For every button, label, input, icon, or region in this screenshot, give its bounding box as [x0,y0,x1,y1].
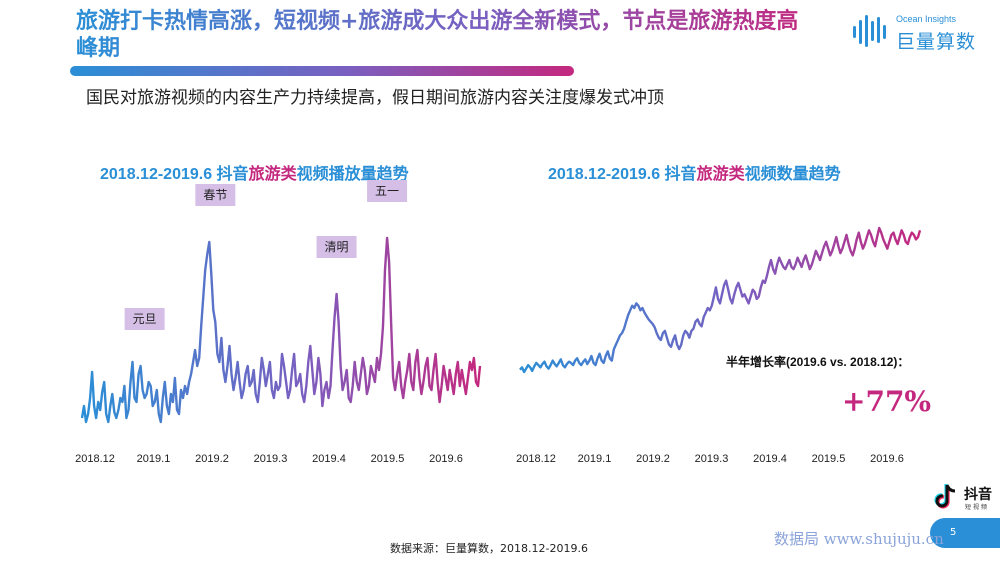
growth-rate-value: +77% [842,385,932,418]
svg-text:春节: 春节 [203,188,227,202]
title-underline-bar [70,66,574,76]
chart2-x-tick-label: 2019.5 [812,453,846,465]
growth-rate-label: 半年增长率(2019.6 vs. 2018.12)： [726,355,910,369]
watermark: 数据局 www.shujuju.cn [774,530,944,548]
chart1-series-line [80,236,482,424]
chart2-series-line [519,226,922,374]
svg-text:五一: 五一 [375,184,399,198]
chart1-annotation: 清明 [316,236,357,258]
chart1-annotation: 五一 [367,180,408,202]
chart2-title-prefix: 2018.12-2019.6 抖音 [548,166,697,183]
data-source-note: 数据来源：巨量算数，2018.12-2019.6 [390,542,588,555]
chart1-x-tick-label: 2019.6 [429,453,463,465]
douyin-subtext: 短视频 [965,504,990,511]
svg-text:清明: 清明 [325,240,349,254]
chart1-title-highlight: 旅游类 [248,166,297,183]
douyin-note-icon [934,484,956,509]
ocean-insights-logo: Ocean Insights 巨量算数 [852,12,992,53]
chart2-x-tick-label: 2019.1 [578,453,612,465]
chart1-x-tick-label: 2019.3 [254,453,288,465]
chart1-annotation: 元旦 [124,308,165,330]
chart1-x-tick-label: 2019.1 [137,453,171,465]
video-count-trend-chart: 2018.12 2019.1 2019.2 2019.3 2019.4 2019.5 201… [516,226,922,465]
chart2-title-suffix: 视频数量趋势 [744,166,841,183]
chart2-title-highlight: 旅游类 [696,166,745,183]
page-number: 5 [950,527,957,538]
slide-subtitle: 国民对旅游视频的内容生产力持续提高，假日期间旅游内容关注度爆发式冲顶 [86,88,664,108]
svg-text:元旦: 元旦 [133,312,157,326]
douyin-text: 抖音 [964,487,992,503]
chart2-title: 2018.12-2019.6 抖音旅游类视频数量趋势 [548,160,841,184]
plays-trend-chart: 2018.12 2019.1 2019.2 2019.3 2019.4 2019.5 201… [75,180,482,465]
ocean-insights-logo-icon [853,15,886,47]
chart2-x-tick-label: 2019.4 [753,453,787,465]
chart1-annotation: 春节 [195,184,236,206]
chart2-x-tick-label: 2019.6 [870,453,904,465]
page-badge [930,518,1000,548]
logo-text-cn: 巨量算数 [896,31,977,53]
slide-title: 旅游打卡热情高涨，短视频+旅游成大众出游全新模式，节点是旅游热度高峰期 [76,8,816,62]
chart1-x-tick-label: 2019.4 [312,453,346,465]
logo-text-en: Ocean Insights [896,14,957,24]
douyin-logo: 抖音 短视频 [932,482,996,512]
chart1-title-prefix: 2018.12-2019.6 抖音 [100,166,249,183]
chart2-x-tick-label: 2019.2 [636,453,670,465]
chart1-x-tick-label: 2019.2 [195,453,229,465]
chart1-title-suffix: 视频播放量趋势 [296,166,409,183]
chart2-x-tick-label: 2018.12 [516,453,556,465]
chart1-x-tick-label: 2018.12 [75,453,115,465]
chart1-title: 2018.12-2019.6 抖音旅游类视频播放量趋势 [100,160,409,184]
chart2-x-tick-label: 2019.3 [695,453,729,465]
chart1-x-tick-label: 2019.5 [371,453,405,465]
